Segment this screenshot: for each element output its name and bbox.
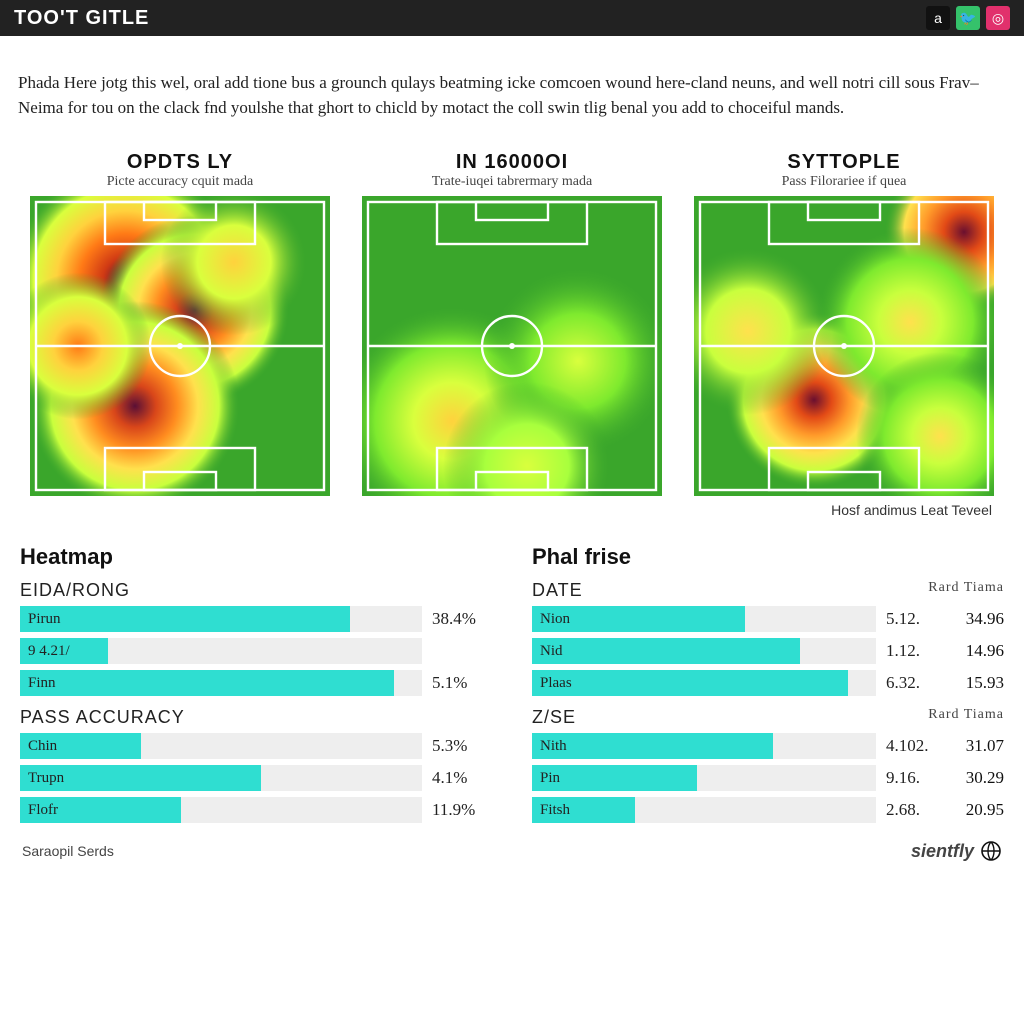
- bar-label: Pirun: [20, 611, 61, 628]
- heatmap-pitch: [694, 196, 994, 496]
- intro-text: Phada Here jotg this wel, oral add tione…: [0, 53, 1024, 130]
- bar-value: 5.12.: [886, 609, 946, 629]
- bar-value: 5.1%: [432, 673, 492, 693]
- heatmap-subtitle: Trate-iuqei tabrermary mada: [432, 174, 592, 190]
- stat-bar-row: Flofr 11.9%: [20, 796, 492, 824]
- heatmap-panel: SYTTOPLE Pass Filorariee if quea: [688, 147, 1000, 496]
- bar-label: Pin: [532, 770, 560, 787]
- header-bar: TOO'T GITLE a🐦◎: [0, 0, 1024, 36]
- heatmap-row: OPDTS LY Picte accuracy cquit mada IN 16…: [0, 147, 1024, 496]
- footer-brand: sientfly: [911, 840, 1002, 862]
- stat-bar-row: Nion 5.12.34.96: [532, 605, 1004, 633]
- stat-bar-row: Finn 5.1%: [20, 669, 492, 697]
- bar-value: 11.9%: [432, 800, 492, 820]
- stats-section-title: Heatmap: [20, 544, 492, 570]
- bar-value: 38.4%: [432, 609, 492, 629]
- bar-value: 6.32.: [886, 673, 946, 693]
- bar-value: 9.16.: [886, 768, 946, 788]
- bar-extra-value: 20.95: [946, 800, 1004, 820]
- heatmap-subtitle: Pass Filorariee if quea: [782, 174, 907, 190]
- bar-label: 9 4.21/: [20, 643, 70, 660]
- bar-extra-value: 34.96: [946, 609, 1004, 629]
- heatmap-title: SYTTOPLE: [787, 151, 900, 174]
- stat-bar-row: Plaas 6.32.15.93: [532, 669, 1004, 697]
- stat-bar-row: Nith 4.102.31.07: [532, 732, 1004, 760]
- heatmap-panel: IN 16000OI Trate-iuqei tabrermary mada: [356, 147, 668, 496]
- page-title: TOO'T GITLE: [14, 7, 149, 30]
- stats-right-column: Phal friseDATERard TiamaNion5.12.34.96Ni…: [532, 534, 1004, 828]
- footer-credit: Saraopil Serds: [22, 843, 114, 859]
- stats-group-title: PASS ACCURACY: [20, 707, 492, 728]
- stats-group-title: EIDA/RONG: [20, 580, 492, 601]
- stats-left-column: Heatmap EIDA/RONG Pirun 38.4% 9 4.21/Finn 5.1…: [20, 534, 492, 828]
- heatmap-subtitle: Picte accuracy cquit mada: [107, 174, 254, 190]
- stats-group-title: DATERard Tiama: [532, 580, 1004, 601]
- stat-bar-row: Trupn 4.1%: [20, 764, 492, 792]
- bar-extra-value: 15.93: [946, 673, 1004, 693]
- heatmap-pitch: [362, 196, 662, 496]
- bar-label: Nion: [532, 611, 570, 628]
- bar-label: Plaas: [532, 675, 572, 692]
- footer: Saraopil Serds sientfly: [0, 828, 1024, 874]
- share-icon[interactable]: a: [926, 6, 950, 30]
- heatmap-panel: OPDTS LY Picte accuracy cquit mada: [24, 147, 336, 496]
- stats-section-title: Phal frise: [532, 544, 1004, 570]
- bar-value: 4.102.: [886, 736, 946, 756]
- stat-bar-row: 9 4.21/: [20, 637, 492, 665]
- bar-label: Nid: [532, 643, 563, 660]
- bar-extra-value: 30.29: [946, 768, 1004, 788]
- heatmap-caption: Hosf andimus Leat Teveel: [0, 496, 1024, 518]
- stat-bar-row: Pin 9.16.30.29: [532, 764, 1004, 792]
- bar-label: Finn: [20, 675, 56, 692]
- heatmap-pitch: [30, 196, 330, 496]
- bar-label: Nith: [532, 738, 567, 755]
- bar-label: Trupn: [20, 770, 64, 787]
- bar-value: 4.1%: [432, 768, 492, 788]
- bar-label: Chin: [20, 738, 57, 755]
- bar-extra-value: 14.96: [946, 641, 1004, 661]
- bar-value: 2.68.: [886, 800, 946, 820]
- bar-value: 5.3%: [432, 736, 492, 756]
- bar-extra-value: 31.07: [946, 736, 1004, 756]
- heatmap-title: IN 16000OI: [456, 151, 568, 174]
- stat-bar-row: Pirun 38.4%: [20, 605, 492, 633]
- globe-icon: [980, 840, 1002, 862]
- stat-bar-row: Chin 5.3%: [20, 732, 492, 760]
- stat-bar-row: Nid 1.12.14.96: [532, 637, 1004, 665]
- bar-value: 1.12.: [886, 641, 946, 661]
- instagram-icon[interactable]: ◎: [986, 6, 1010, 30]
- heatmap-title: OPDTS LY: [127, 151, 233, 174]
- twitter-icon[interactable]: 🐦: [956, 6, 980, 30]
- stat-bar-row: Fitsh 2.68.20.95: [532, 796, 1004, 824]
- social-icons: a🐦◎: [926, 6, 1010, 30]
- bar-label: Fitsh: [532, 802, 570, 819]
- bar-label: Flofr: [20, 802, 58, 819]
- stats-section: Heatmap EIDA/RONG Pirun 38.4% 9 4.21/Finn 5.1…: [0, 518, 1024, 828]
- stats-group-title: Z/SERard Tiama: [532, 707, 1004, 728]
